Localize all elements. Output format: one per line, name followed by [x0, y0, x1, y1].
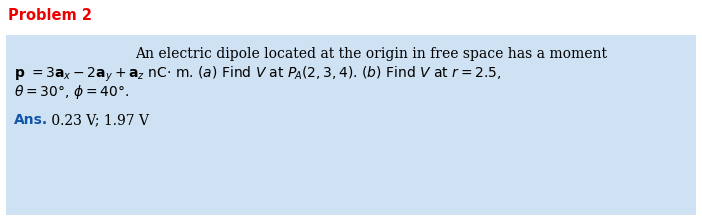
Text: $\theta = 30°,\,\phi = 40°.$: $\theta = 30°,\,\phi = 40°.$	[14, 83, 129, 101]
Text: An electric dipole located at the origin in free space has a moment: An electric dipole located at the origin…	[135, 47, 607, 61]
Text: Ans.: Ans.	[14, 113, 48, 127]
Text: Problem 2: Problem 2	[8, 8, 92, 23]
FancyBboxPatch shape	[6, 35, 696, 215]
Text: 0.23 V; 1.97 V: 0.23 V; 1.97 V	[47, 113, 149, 127]
Text: $\mathbf{p}$ $= 3\mathbf{a}_{x} - 2\mathbf{a}_{y} + \mathbf{a}_{z}$ nC$\cdot$ m.: $\mathbf{p}$ $= 3\mathbf{a}_{x} - 2\math…	[14, 65, 501, 84]
